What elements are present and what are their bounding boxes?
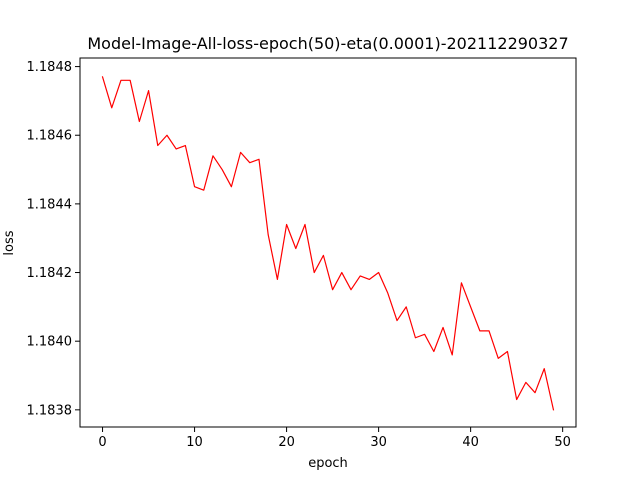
x-tick-label: 0 — [98, 435, 106, 450]
chart-title: Model-Image-All-loss-epoch(50)-eta(0.000… — [87, 34, 568, 53]
y-tick-label: 1.1846 — [27, 129, 73, 144]
x-tick-label: 10 — [186, 435, 203, 450]
x-axis: 0 10 20 30 40 50 — [98, 427, 571, 450]
y-axis-label: loss — [2, 230, 17, 255]
axes-frame — [79, 57, 577, 428]
x-tick-label: 50 — [554, 435, 571, 450]
x-axis-label: epoch — [308, 456, 348, 471]
y-axis: 1.1838 1.1840 1.1842 1.1844 1.1846 1.1848 — [27, 60, 80, 418]
plot-area — [101, 76, 555, 411]
loss-series-line — [101, 76, 555, 411]
y-tick-label: 1.1838 — [27, 403, 73, 418]
x-tick-label: 40 — [462, 435, 479, 450]
x-tick-label: 20 — [278, 435, 295, 450]
y-tick-label: 1.1848 — [27, 60, 73, 75]
y-tick-label: 1.1844 — [27, 197, 73, 212]
y-tick-label: 1.1840 — [27, 335, 73, 350]
y-tick-label: 1.1842 — [27, 266, 73, 281]
x-tick-label: 30 — [370, 435, 387, 450]
